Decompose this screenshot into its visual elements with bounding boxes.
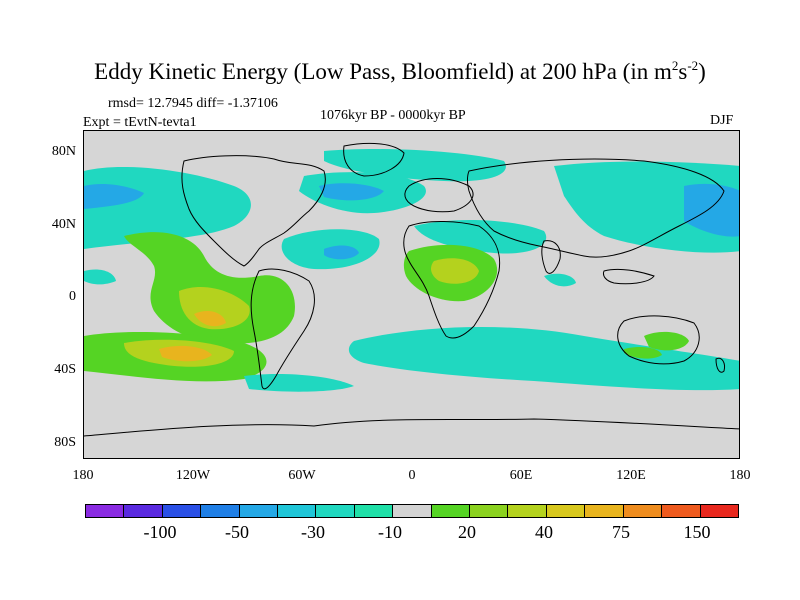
colorbar-label: 150 bbox=[683, 522, 711, 542]
contour-indian-cyan bbox=[544, 273, 576, 287]
contour-mid-atlantic-blue bbox=[324, 245, 359, 260]
period-label: 1076kyr BP - 0000kyr BP bbox=[320, 108, 466, 123]
contour-pacific-orange bbox=[194, 310, 226, 327]
colorbar-swatch bbox=[124, 505, 163, 517]
colorbar-swatch bbox=[508, 505, 547, 517]
contour-north-atlantic-blue bbox=[319, 183, 384, 201]
experiment-label: Expt = tEvtN-tevta1 bbox=[83, 115, 197, 130]
colorbar-swatch bbox=[470, 505, 509, 517]
y-tick-label: 80N bbox=[51, 144, 76, 159]
y-tick-label: 0 bbox=[69, 289, 76, 304]
colorbar-label: 20 bbox=[458, 522, 476, 542]
contour-southern-ocean-cyan bbox=[348, 326, 739, 391]
x-tick-label: 60E bbox=[509, 468, 533, 483]
colorbar-swatch bbox=[354, 505, 394, 517]
contour-tasman-green bbox=[624, 347, 662, 359]
x-tick-label: 120W bbox=[175, 468, 211, 483]
colorbar bbox=[85, 504, 739, 518]
coastline-europe bbox=[404, 178, 474, 213]
coastline-africa bbox=[403, 220, 501, 339]
map-panel bbox=[83, 130, 740, 459]
colorbar-swatch bbox=[700, 505, 738, 517]
contour-south-pacific-orange bbox=[159, 345, 212, 362]
y-tick-label: 40N bbox=[51, 217, 76, 232]
colorbar-swatch bbox=[623, 505, 663, 517]
colorbar-label: 40 bbox=[535, 522, 553, 542]
coastline-north-america bbox=[181, 155, 326, 267]
season-label: DJF bbox=[710, 113, 734, 128]
colorbar-swatch bbox=[585, 505, 624, 517]
contour-arctic-cyan bbox=[324, 149, 506, 182]
colorbar-swatch bbox=[86, 505, 125, 517]
colorbar-swatch bbox=[316, 505, 355, 517]
contour-west-pacific-cyan bbox=[554, 161, 739, 253]
contour-africa-yellowgreen bbox=[431, 258, 479, 284]
colorbar-swatch bbox=[239, 505, 279, 517]
x-tick-label: 180 bbox=[729, 468, 751, 483]
contour-west-pacific-blue bbox=[684, 183, 739, 237]
coastline-india bbox=[541, 240, 561, 274]
stats-text: rmsd= 12.7945 diff= -1.37106 bbox=[108, 96, 278, 111]
colorbar-label: -10 bbox=[378, 522, 402, 542]
contour-mideast-cyan bbox=[414, 219, 547, 254]
coastline-antarctica bbox=[84, 418, 739, 437]
chart-title: Eddy Kinetic Energy (Low Pass, Bloomfiel… bbox=[94, 58, 706, 84]
colorbar-swatch bbox=[162, 505, 202, 517]
y-tick-label: 80S bbox=[54, 435, 76, 450]
colorbar-swatch bbox=[662, 505, 701, 517]
coastline-new-zealand bbox=[715, 357, 725, 373]
x-tick-label: 120E bbox=[616, 468, 646, 483]
colorbar-label: -100 bbox=[143, 522, 177, 542]
colorbar-swatch bbox=[393, 505, 432, 517]
colorbar-label: 75 bbox=[612, 522, 630, 542]
colorbar-label: -50 bbox=[225, 522, 249, 542]
contour-australia-green bbox=[644, 331, 689, 351]
contour-north-pacific-blue bbox=[84, 183, 144, 209]
coastline-asia bbox=[467, 158, 725, 258]
x-tick-label: 60W bbox=[288, 468, 316, 483]
eke-contour-map bbox=[84, 142, 739, 437]
x-tick-label: 180 bbox=[72, 468, 94, 483]
colorbar-swatch bbox=[431, 505, 471, 517]
x-tick-label: 0 bbox=[408, 468, 416, 483]
colorbar-swatch bbox=[201, 505, 240, 517]
coastline-south-america bbox=[250, 268, 315, 390]
contour-south-pacific-cyan-2 bbox=[244, 374, 354, 392]
coastline-greenland bbox=[343, 142, 405, 177]
y-tick-label: 40S bbox=[54, 362, 76, 377]
colorbar-swatch bbox=[546, 505, 586, 517]
contour-pacific-yellowgreen bbox=[179, 286, 250, 330]
coastline-australia bbox=[617, 315, 700, 365]
contour-east-pacific-cyan bbox=[84, 269, 116, 285]
colorbar-swatch bbox=[278, 505, 317, 517]
coastline-se-asia-islands bbox=[603, 268, 655, 285]
coastlines bbox=[84, 142, 739, 437]
colorbar-label: -30 bbox=[301, 522, 325, 542]
